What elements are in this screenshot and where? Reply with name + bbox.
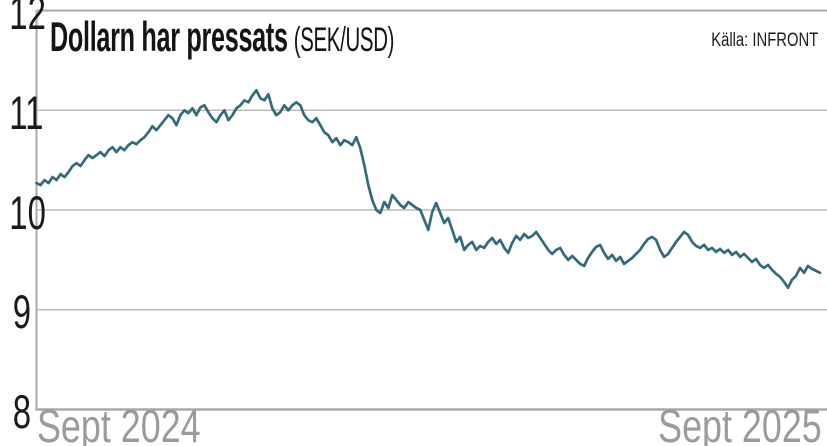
chart-title: Dollarn har pressats	[50, 13, 288, 60]
x-axis-label-end: Sept 2025	[658, 400, 822, 446]
source-credit: Källa: INFRONT	[710, 30, 818, 51]
y-tick-label-10: 10	[9, 185, 46, 239]
chart-subtitle: (SEK/USD)	[293, 21, 395, 59]
sek-usd-line	[35, 88, 822, 290]
y-tick-label-9: 9	[12, 285, 31, 339]
y-tick-label-8: 8	[12, 385, 31, 438]
chart-title-row: Dollarn har pressats (SEK/USD)	[50, 13, 394, 64]
x-axis-label-start: Sept 2024	[37, 400, 201, 446]
y-tick-label-11: 11	[9, 85, 44, 139]
y-tick-label-12: 12	[9, 0, 46, 39]
